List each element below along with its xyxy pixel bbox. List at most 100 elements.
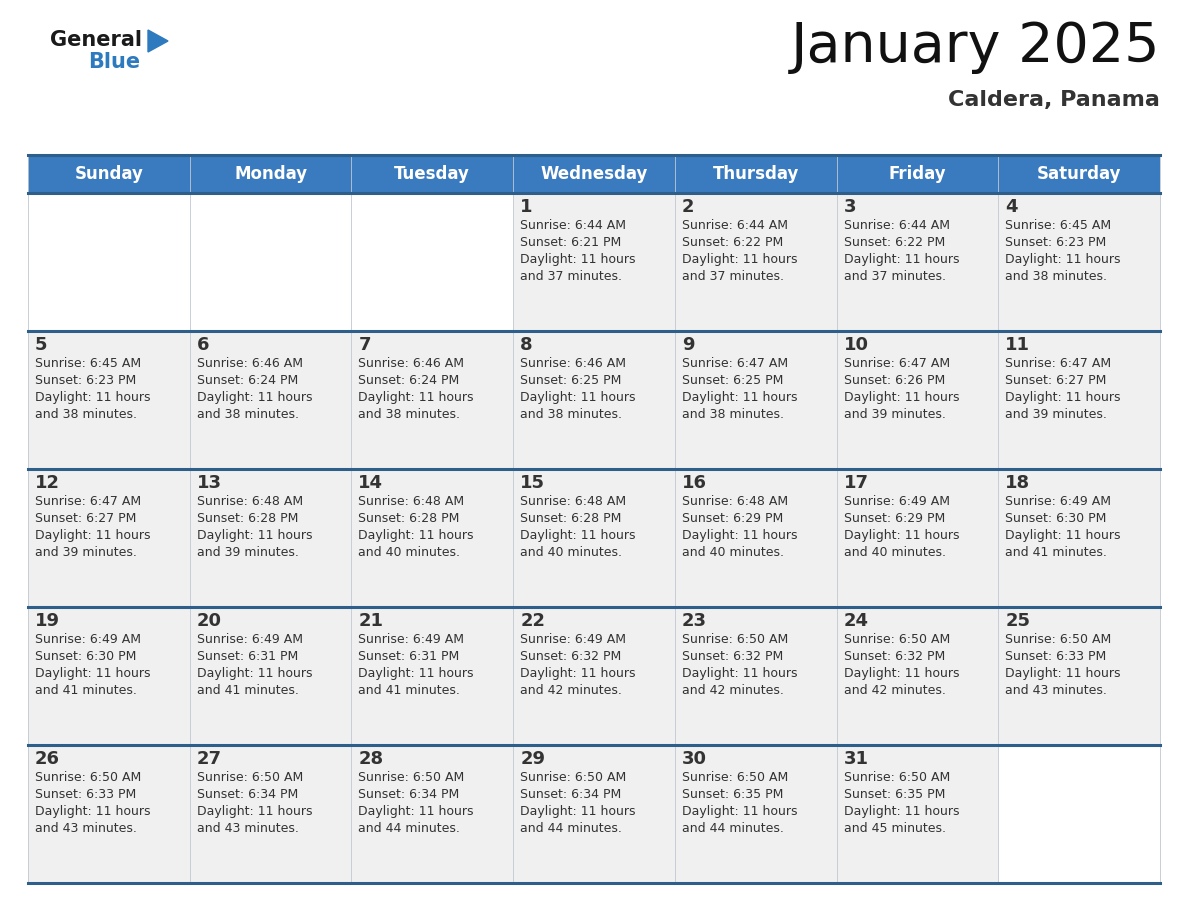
Text: Sunrise: 6:48 AM: Sunrise: 6:48 AM (359, 495, 465, 508)
Bar (190, 745, 352, 883)
Text: 27: 27 (197, 750, 222, 768)
Bar (998, 469, 1159, 607)
Text: 1: 1 (520, 198, 532, 216)
Text: 14: 14 (359, 474, 384, 492)
Text: Sunset: 6:22 PM: Sunset: 6:22 PM (843, 236, 944, 249)
Text: and 43 minutes.: and 43 minutes. (1005, 684, 1107, 697)
Text: Sunrise: 6:49 AM: Sunrise: 6:49 AM (520, 633, 626, 646)
Text: 6: 6 (197, 336, 209, 354)
Bar (190, 193, 352, 331)
Text: Sunrise: 6:50 AM: Sunrise: 6:50 AM (34, 771, 141, 784)
Text: Daylight: 11 hours: Daylight: 11 hours (359, 667, 474, 680)
Text: Sunset: 6:34 PM: Sunset: 6:34 PM (359, 788, 460, 801)
Text: Wednesday: Wednesday (541, 165, 647, 183)
Text: Daylight: 11 hours: Daylight: 11 hours (520, 529, 636, 542)
Bar (998, 193, 1159, 331)
Text: 8: 8 (520, 336, 532, 354)
Text: Daylight: 11 hours: Daylight: 11 hours (682, 667, 797, 680)
Text: Sunset: 6:34 PM: Sunset: 6:34 PM (520, 788, 621, 801)
Text: and 38 minutes.: and 38 minutes. (197, 408, 298, 421)
Text: and 41 minutes.: and 41 minutes. (34, 684, 137, 697)
Bar (513, 469, 675, 607)
Text: Sunrise: 6:47 AM: Sunrise: 6:47 AM (682, 357, 788, 370)
Text: 4: 4 (1005, 198, 1018, 216)
Text: January 2025: January 2025 (790, 20, 1159, 74)
Bar (513, 745, 675, 883)
Text: Daylight: 11 hours: Daylight: 11 hours (682, 253, 797, 266)
Text: and 44 minutes.: and 44 minutes. (682, 822, 784, 835)
Text: Daylight: 11 hours: Daylight: 11 hours (520, 391, 636, 404)
Text: Sunrise: 6:44 AM: Sunrise: 6:44 AM (843, 219, 949, 232)
Text: 9: 9 (682, 336, 694, 354)
Text: 26: 26 (34, 750, 61, 768)
Text: Sunrise: 6:45 AM: Sunrise: 6:45 AM (1005, 219, 1112, 232)
Text: Sunset: 6:26 PM: Sunset: 6:26 PM (843, 374, 944, 387)
Text: Daylight: 11 hours: Daylight: 11 hours (34, 529, 151, 542)
Text: Sunset: 6:27 PM: Sunset: 6:27 PM (1005, 374, 1107, 387)
Text: 19: 19 (34, 612, 61, 630)
Bar (513, 193, 675, 331)
Text: 29: 29 (520, 750, 545, 768)
Text: Sunset: 6:31 PM: Sunset: 6:31 PM (197, 650, 298, 663)
Bar (836, 607, 998, 745)
Bar (352, 193, 513, 331)
Text: Sunset: 6:24 PM: Sunset: 6:24 PM (359, 374, 460, 387)
Bar (513, 331, 675, 469)
Text: 12: 12 (34, 474, 61, 492)
Text: Sunrise: 6:49 AM: Sunrise: 6:49 AM (1005, 495, 1111, 508)
Text: 11: 11 (1005, 336, 1030, 354)
Text: 20: 20 (197, 612, 222, 630)
Bar (836, 193, 998, 331)
Text: and 38 minutes.: and 38 minutes. (520, 408, 623, 421)
Text: Sunset: 6:21 PM: Sunset: 6:21 PM (520, 236, 621, 249)
Bar (675, 745, 836, 883)
Text: 2: 2 (682, 198, 694, 216)
Text: and 41 minutes.: and 41 minutes. (359, 684, 460, 697)
Text: Daylight: 11 hours: Daylight: 11 hours (682, 805, 797, 818)
Bar (352, 331, 513, 469)
Text: Sunset: 6:25 PM: Sunset: 6:25 PM (682, 374, 783, 387)
Text: Sunrise: 6:50 AM: Sunrise: 6:50 AM (843, 771, 950, 784)
Text: Daylight: 11 hours: Daylight: 11 hours (1005, 529, 1120, 542)
Text: and 42 minutes.: and 42 minutes. (520, 684, 623, 697)
Text: Sunset: 6:24 PM: Sunset: 6:24 PM (197, 374, 298, 387)
Text: Sunrise: 6:50 AM: Sunrise: 6:50 AM (197, 771, 303, 784)
Text: Sunset: 6:35 PM: Sunset: 6:35 PM (682, 788, 783, 801)
Text: Sunrise: 6:49 AM: Sunrise: 6:49 AM (34, 633, 141, 646)
Bar (29, 155, 1159, 883)
Text: and 39 minutes.: and 39 minutes. (843, 408, 946, 421)
Bar (29, 155, 1159, 193)
Text: Sunset: 6:28 PM: Sunset: 6:28 PM (520, 512, 621, 525)
Text: Daylight: 11 hours: Daylight: 11 hours (359, 805, 474, 818)
Text: and 38 minutes.: and 38 minutes. (359, 408, 461, 421)
Text: Monday: Monday (234, 165, 308, 183)
Bar (836, 331, 998, 469)
Text: and 41 minutes.: and 41 minutes. (197, 684, 298, 697)
Text: Sunset: 6:33 PM: Sunset: 6:33 PM (34, 788, 137, 801)
Text: Daylight: 11 hours: Daylight: 11 hours (843, 253, 959, 266)
Text: and 39 minutes.: and 39 minutes. (34, 546, 137, 559)
Text: Sunrise: 6:48 AM: Sunrise: 6:48 AM (520, 495, 626, 508)
Text: 13: 13 (197, 474, 222, 492)
Text: Sunset: 6:31 PM: Sunset: 6:31 PM (359, 650, 460, 663)
Text: Daylight: 11 hours: Daylight: 11 hours (843, 529, 959, 542)
Text: Sunset: 6:35 PM: Sunset: 6:35 PM (843, 788, 944, 801)
Bar (998, 745, 1159, 883)
Text: Sunrise: 6:46 AM: Sunrise: 6:46 AM (359, 357, 465, 370)
Text: Sunrise: 6:50 AM: Sunrise: 6:50 AM (359, 771, 465, 784)
Text: Daylight: 11 hours: Daylight: 11 hours (197, 529, 312, 542)
Text: and 44 minutes.: and 44 minutes. (359, 822, 460, 835)
Bar (352, 745, 513, 883)
Text: Daylight: 11 hours: Daylight: 11 hours (1005, 391, 1120, 404)
Text: Sunrise: 6:47 AM: Sunrise: 6:47 AM (843, 357, 949, 370)
Bar (29, 469, 190, 607)
Text: 24: 24 (843, 612, 868, 630)
Bar (190, 331, 352, 469)
Text: Sunset: 6:27 PM: Sunset: 6:27 PM (34, 512, 137, 525)
Text: Sunset: 6:29 PM: Sunset: 6:29 PM (843, 512, 944, 525)
Text: Daylight: 11 hours: Daylight: 11 hours (843, 391, 959, 404)
Text: 22: 22 (520, 612, 545, 630)
Text: Daylight: 11 hours: Daylight: 11 hours (843, 667, 959, 680)
Text: Sunrise: 6:46 AM: Sunrise: 6:46 AM (197, 357, 303, 370)
Text: Daylight: 11 hours: Daylight: 11 hours (197, 391, 312, 404)
